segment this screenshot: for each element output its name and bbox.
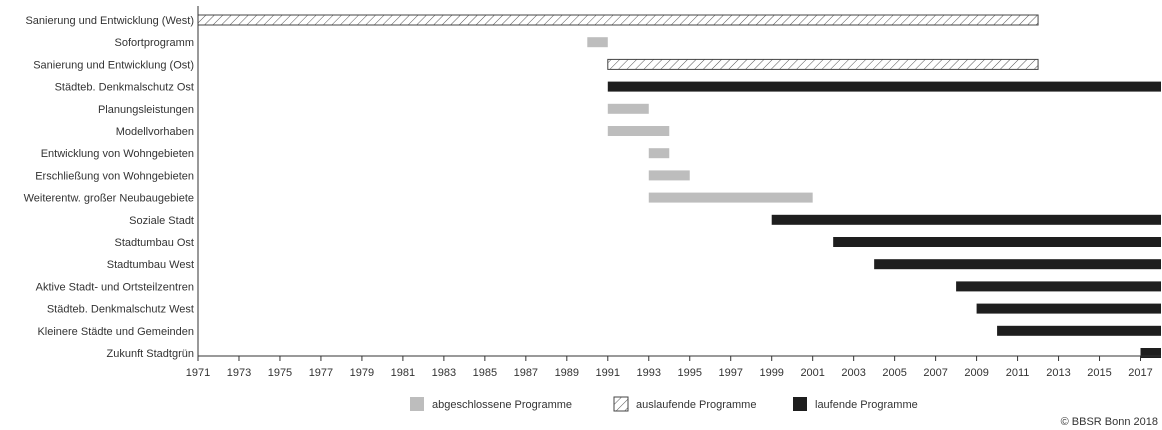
category-label: Sanierung und Entwicklung (Ost): [33, 59, 194, 71]
x-tick-label: 1977: [309, 367, 333, 379]
x-tick-label: 1995: [678, 367, 702, 379]
x-tick-label: 2001: [800, 367, 824, 379]
program-bar: [648, 170, 690, 181]
x-tick-label: 2017: [1128, 367, 1152, 379]
x-tick-label: 1991: [596, 367, 620, 379]
legend-label-expiring: auslaufende Programme: [636, 399, 756, 411]
x-tick-label: 1989: [555, 367, 579, 379]
legend-swatch-running: [793, 397, 807, 411]
x-tick-label: 2003: [841, 367, 865, 379]
category-label: Stadtumbau West: [107, 259, 194, 271]
program-bar: [997, 325, 1161, 336]
category-labels: Sanierung und Entwicklung (West) Sofortpr…: [24, 15, 194, 360]
x-tick-label: 1999: [759, 367, 783, 379]
program-bar: [771, 214, 1161, 225]
category-label: Sanierung und Entwicklung (West): [25, 15, 194, 27]
program-bar: [587, 37, 608, 48]
x-tick-label: 1987: [514, 367, 538, 379]
legend: abgeschlossene Programme auslaufende Prog…: [410, 396, 918, 412]
category-label: Soziale Stadt: [129, 215, 194, 227]
category-label: Städteb. Denkmalschutz Ost: [55, 82, 194, 94]
x-tick-label: 2013: [1046, 367, 1070, 379]
program-bar: [976, 303, 1161, 314]
category-label: Modellvorhaben: [116, 126, 194, 138]
x-tick-label: 2005: [882, 367, 906, 379]
category-label: Weiterentw. großer Neubaugebiete: [24, 193, 194, 205]
x-tick-label: 2015: [1087, 367, 1111, 379]
x-tick-label: 1979: [350, 367, 374, 379]
x-tick-label: 2009: [964, 367, 988, 379]
program-bar: [607, 103, 649, 114]
x-tick-label: 1985: [473, 367, 497, 379]
program-bar: [874, 259, 1161, 270]
x-tick-label: 1975: [268, 367, 292, 379]
program-bar: [648, 148, 670, 159]
category-label: Kleinere Städte und Gemeinden: [37, 326, 194, 338]
x-tick-label: 2007: [923, 367, 947, 379]
program-bar: [607, 58, 1039, 70]
program-bar: [607, 126, 670, 136]
legend-label-running: laufende Programme: [815, 399, 918, 411]
program-bar: [607, 81, 1161, 92]
category-label: Städteb. Denkmalschutz West: [47, 304, 194, 316]
category-label: Zukunft Stadtgrün: [107, 348, 194, 360]
x-tick-label: 1981: [391, 367, 415, 379]
x-axis-ticks: 1971 1973 1975 1977 1979 1981 1983 1985 1987 1989…: [186, 356, 1153, 379]
program-bar: [648, 192, 813, 203]
x-tick-label: 2011: [1006, 367, 1030, 379]
category-label: Sofortprogramm: [115, 37, 194, 49]
category-label: Planungsleistungen: [98, 104, 194, 116]
program-bar: [1140, 348, 1161, 358]
category-label: Erschließung von Wohngebieten: [35, 170, 194, 182]
legend-swatch-expiring: [613, 396, 629, 412]
program-bar: [956, 281, 1161, 292]
x-tick-label: 1993: [637, 367, 661, 379]
x-tick-label: 1973: [227, 367, 251, 379]
x-tick-label: 1997: [718, 367, 742, 379]
legend-label-completed: abgeschlossene Programme: [432, 399, 572, 411]
category-label: Entwicklung von Wohngebieten: [41, 148, 194, 160]
legend-swatch-completed: [410, 397, 424, 411]
program-bar: [197, 14, 1039, 26]
axes: [197, 6, 1161, 357]
category-label: Aktive Stadt- und Ortsteilzentren: [36, 281, 194, 293]
x-tick-label: 1971: [186, 367, 210, 379]
program-bar: [833, 237, 1161, 247]
x-tick-label: 1983: [432, 367, 456, 379]
category-label: Stadtumbau Ost: [115, 237, 195, 249]
credit-text: © BBSR Bonn 2018: [1061, 416, 1158, 428]
bars-layer: [197, 14, 1161, 358]
